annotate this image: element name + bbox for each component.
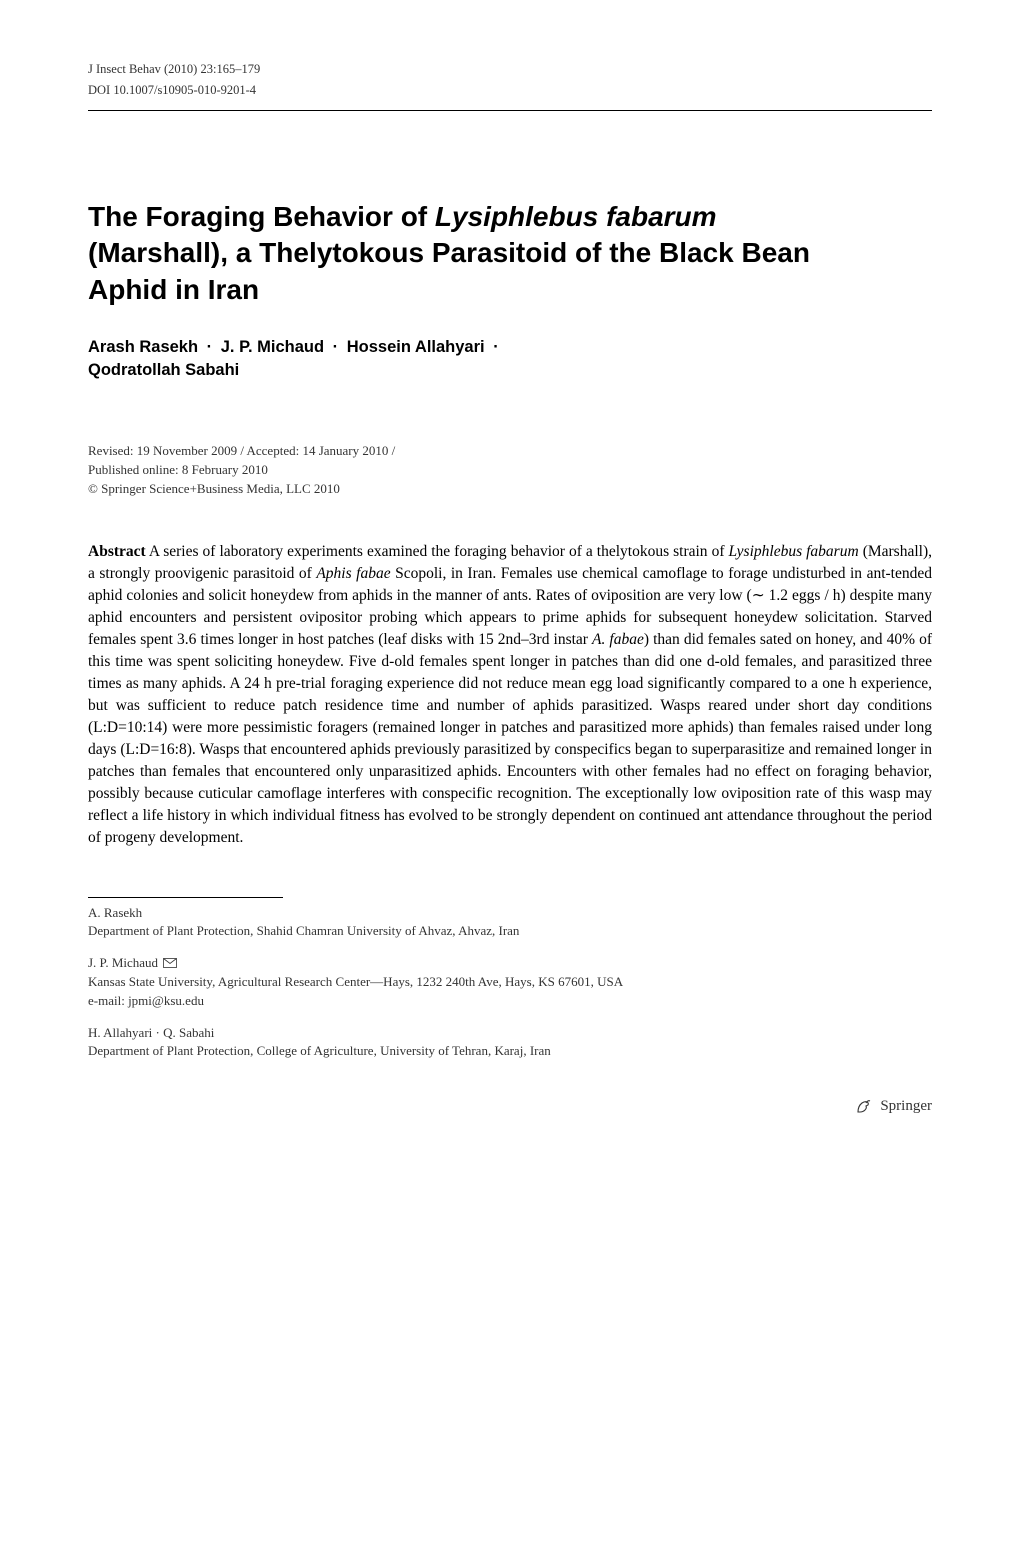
species-name: A. fabae [592, 631, 644, 648]
title-line-3: Aphid in Iran [88, 274, 259, 305]
copyright-line: © Springer Science+Business Media, LLC 2… [88, 480, 932, 499]
affiliation-address: Department of Plant Protection, College … [88, 1042, 932, 1060]
affiliation-author: H. Allahyari · Q. Sabahi [88, 1024, 932, 1042]
affiliation: H. Allahyari · Q. Sabahi Department of P… [88, 1024, 932, 1060]
abstract: Abstract A series of laboratory experime… [88, 541, 932, 849]
affiliation-address: Kansas State University, Agricultural Re… [88, 973, 932, 991]
head-rule [88, 110, 932, 111]
affiliation: A. Rasekh Department of Plant Protection… [88, 904, 932, 940]
author: Arash Rasekh [88, 338, 198, 356]
revised-accepted: Revised: 19 November 2009 / Accepted: 14… [88, 442, 932, 461]
title-species: Lysiphlebus fabarum [435, 201, 717, 232]
author: Hossein Allahyari [347, 338, 485, 356]
abstract-text: ) than did females sated on honey, and 4… [88, 631, 932, 846]
author-separator: · [493, 338, 499, 356]
affiliation-author-name: J. P. Michaud [88, 955, 158, 970]
published-online: Published online: 8 February 2010 [88, 461, 932, 480]
doi: DOI 10.1007/s10905-010-9201-4 [88, 83, 932, 98]
publisher-name: Springer [880, 1098, 932, 1115]
springer-horse-icon [854, 1096, 874, 1116]
author: J. P. Michaud [221, 338, 324, 356]
title-prefix: The Foraging Behavior of [88, 201, 435, 232]
species-name: Aphis fabae [316, 565, 390, 582]
envelope-icon [163, 955, 177, 973]
article-title: The Foraging Behavior of Lysiphlebus fab… [88, 199, 932, 308]
abstract-label: Abstract [88, 543, 146, 560]
affiliations-rule [88, 897, 283, 898]
author-separator: · [207, 338, 213, 356]
article-history: Revised: 19 November 2009 / Accepted: 14… [88, 442, 932, 499]
affiliation-email: e-mail: jpmi@ksu.edu [88, 992, 932, 1010]
author-list: Arash Rasekh · J. P. Michaud · Hossein A… [88, 336, 932, 382]
author: Qodratollah Sabahi [88, 361, 239, 379]
running-head: J Insect Behav (2010) 23:165–179 [88, 62, 932, 77]
journal-citation: J Insect Behav (2010) 23:165–179 [88, 62, 260, 77]
affiliation: J. P. Michaud Kansas State University, A… [88, 954, 932, 1009]
springer-logo: Springer [854, 1096, 932, 1116]
affiliation-author: J. P. Michaud [88, 954, 932, 973]
page-footer: Springer [88, 1096, 932, 1116]
title-line-2: (Marshall), a Thelytokous Parasitoid of … [88, 237, 810, 268]
affiliation-author: A. Rasekh [88, 904, 932, 922]
abstract-text: A series of laboratory experiments exami… [149, 543, 729, 560]
affiliation-address: Department of Plant Protection, Shahid C… [88, 922, 932, 940]
species-name: Lysiphlebus fabarum [729, 543, 859, 560]
author-separator: · [333, 338, 339, 356]
